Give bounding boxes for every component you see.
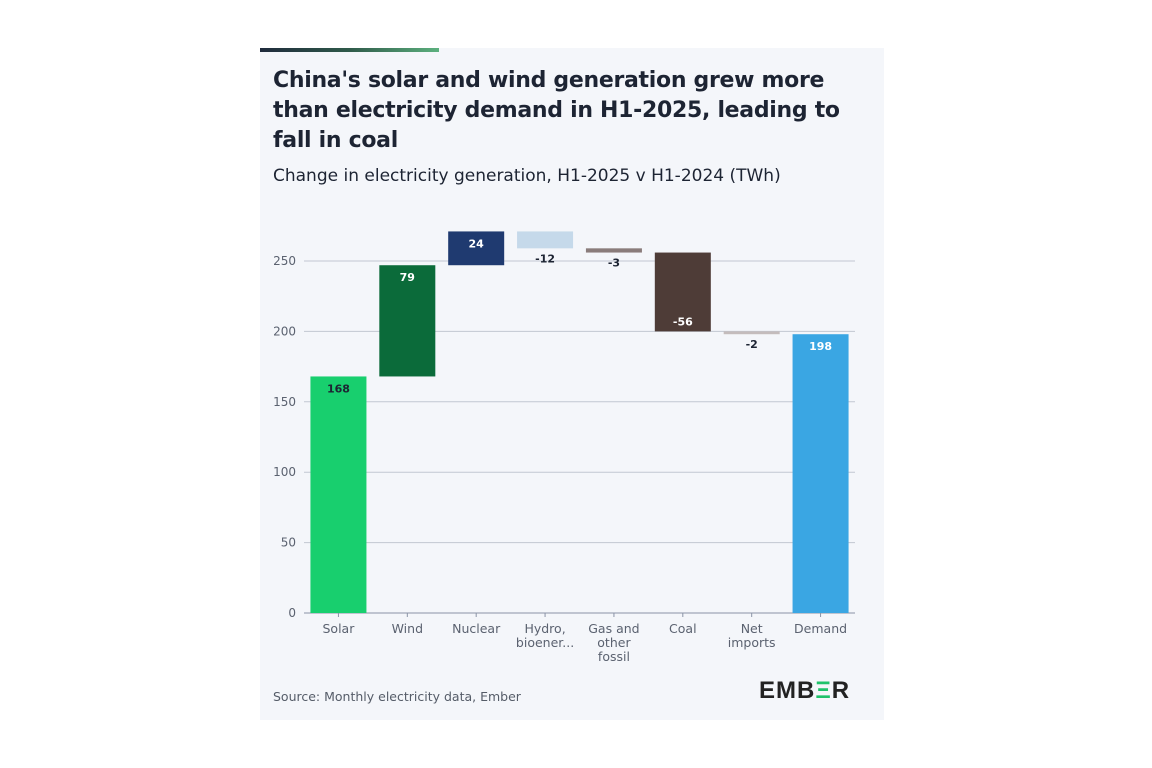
x-tick-label: Net xyxy=(741,621,763,636)
y-tick-label: 150 xyxy=(273,395,296,409)
accent-bar xyxy=(260,48,439,52)
waterfall-chart: 0 50 100 150 200 250 168 Solar 79 Wind 24 Nuclear -1… xyxy=(273,231,855,664)
ember-logo: EMBΞR xyxy=(759,677,851,704)
chart-subtitle: Change in electricity generation, H1-202… xyxy=(273,166,781,186)
x-tick-label: Wind xyxy=(392,621,423,636)
data-label: 168 xyxy=(327,382,350,395)
x-tick-label: bioener... xyxy=(516,635,574,650)
bar-5 xyxy=(654,252,711,332)
data-label: -2 xyxy=(746,338,758,351)
bar-1 xyxy=(379,265,436,377)
y-tick-label: 250 xyxy=(273,254,296,268)
bar-6 xyxy=(723,331,780,335)
data-label: 79 xyxy=(400,271,415,284)
x-tick-label: Coal xyxy=(669,621,697,636)
bar-0 xyxy=(310,376,367,613)
y-tick-label: 100 xyxy=(273,465,296,479)
bar-7 xyxy=(792,334,849,613)
data-label: -3 xyxy=(608,257,620,270)
x-tick-label: other xyxy=(597,635,631,650)
x-tick-label: Hydro, xyxy=(524,621,565,636)
x-tick-label: Demand xyxy=(794,621,847,636)
bar-3 xyxy=(517,231,574,249)
chart-title: China's solar and wind generation grew m… xyxy=(273,68,840,153)
data-label: -56 xyxy=(673,315,693,328)
y-tick-label: 50 xyxy=(281,536,296,550)
y-tick-label: 200 xyxy=(273,324,296,338)
data-label: -12 xyxy=(535,252,555,265)
x-tick-label: fossil xyxy=(598,649,630,664)
data-label: 24 xyxy=(469,237,485,250)
x-tick-label: Gas and xyxy=(588,621,639,636)
bar-2 xyxy=(448,231,505,266)
data-label: 198 xyxy=(809,340,832,353)
x-tick-label: Solar xyxy=(323,621,356,636)
bar-4 xyxy=(585,248,642,253)
y-tick-label: 0 xyxy=(288,606,296,620)
x-tick-label: imports xyxy=(728,635,776,650)
x-tick-label: Nuclear xyxy=(452,621,501,636)
source-note: Source: Monthly electricity data, Ember xyxy=(273,689,521,704)
